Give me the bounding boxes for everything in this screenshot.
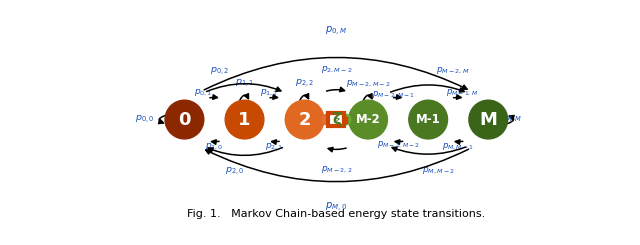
Text: $p_{0,M}$: $p_{0,M}$ bbox=[325, 25, 348, 38]
Text: M-2: M-2 bbox=[356, 113, 380, 126]
Text: $\mathbf{\zeta}$: $\mathbf{\zeta}$ bbox=[332, 110, 342, 129]
Text: $p_{2,2}$: $p_{2,2}$ bbox=[295, 78, 314, 89]
Circle shape bbox=[285, 100, 324, 139]
Circle shape bbox=[225, 100, 264, 139]
Text: $p_{M,M}$: $p_{M,M}$ bbox=[499, 114, 522, 125]
Text: $p_{M-2,M}$: $p_{M-2,M}$ bbox=[436, 65, 470, 75]
Text: $p_{M,M-1}$: $p_{M,M-1}$ bbox=[442, 141, 474, 152]
Text: Fig. 1.   Markov Chain-based energy state transitions.: Fig. 1. Markov Chain-based energy state … bbox=[188, 209, 486, 219]
Text: 0: 0 bbox=[178, 110, 191, 129]
Text: M: M bbox=[479, 110, 497, 129]
Text: $p_{M-2,2}$: $p_{M-2,2}$ bbox=[321, 164, 352, 175]
Circle shape bbox=[469, 100, 508, 139]
Text: 2: 2 bbox=[298, 110, 311, 129]
Text: $p_{2,1}$: $p_{2,1}$ bbox=[266, 141, 284, 152]
Circle shape bbox=[322, 114, 333, 125]
Circle shape bbox=[409, 100, 447, 139]
Text: $p_{M-1,M}$: $p_{M-1,M}$ bbox=[445, 87, 477, 98]
Text: $p_{M-2,M-1}$: $p_{M-2,M-1}$ bbox=[372, 89, 415, 99]
Text: $p_{1,1}$: $p_{1,1}$ bbox=[235, 78, 254, 89]
Text: ⚡: ⚡ bbox=[333, 113, 341, 126]
Text: $p_{M,M-2}$: $p_{M,M-2}$ bbox=[422, 165, 454, 176]
Text: $p_{0,1}$: $p_{0,1}$ bbox=[193, 87, 212, 98]
Circle shape bbox=[331, 114, 342, 125]
Circle shape bbox=[340, 114, 351, 125]
Text: $p_{2,M-2}$: $p_{2,M-2}$ bbox=[321, 64, 352, 75]
Text: $p_{1,0}$: $p_{1,0}$ bbox=[205, 141, 224, 152]
FancyBboxPatch shape bbox=[328, 113, 344, 126]
Text: $p_{M,0}$: $p_{M,0}$ bbox=[325, 201, 348, 214]
Text: $p_{M-2,M-2}$: $p_{M-2,M-2}$ bbox=[346, 78, 390, 89]
Text: $p_{1,2}$: $p_{1,2}$ bbox=[260, 87, 279, 98]
Text: 1: 1 bbox=[238, 110, 251, 129]
Text: $p_{2,0}$: $p_{2,0}$ bbox=[225, 165, 244, 177]
Text: $p_{0,0}$: $p_{0,0}$ bbox=[135, 114, 155, 125]
Text: $p_{M-1,M-2}$: $p_{M-1,M-2}$ bbox=[376, 139, 420, 150]
Bar bbox=[344, 117, 347, 122]
Circle shape bbox=[349, 100, 387, 139]
Circle shape bbox=[165, 100, 204, 139]
Text: $p_{0,2}$: $p_{0,2}$ bbox=[210, 65, 229, 77]
Text: M-1: M-1 bbox=[416, 113, 440, 126]
